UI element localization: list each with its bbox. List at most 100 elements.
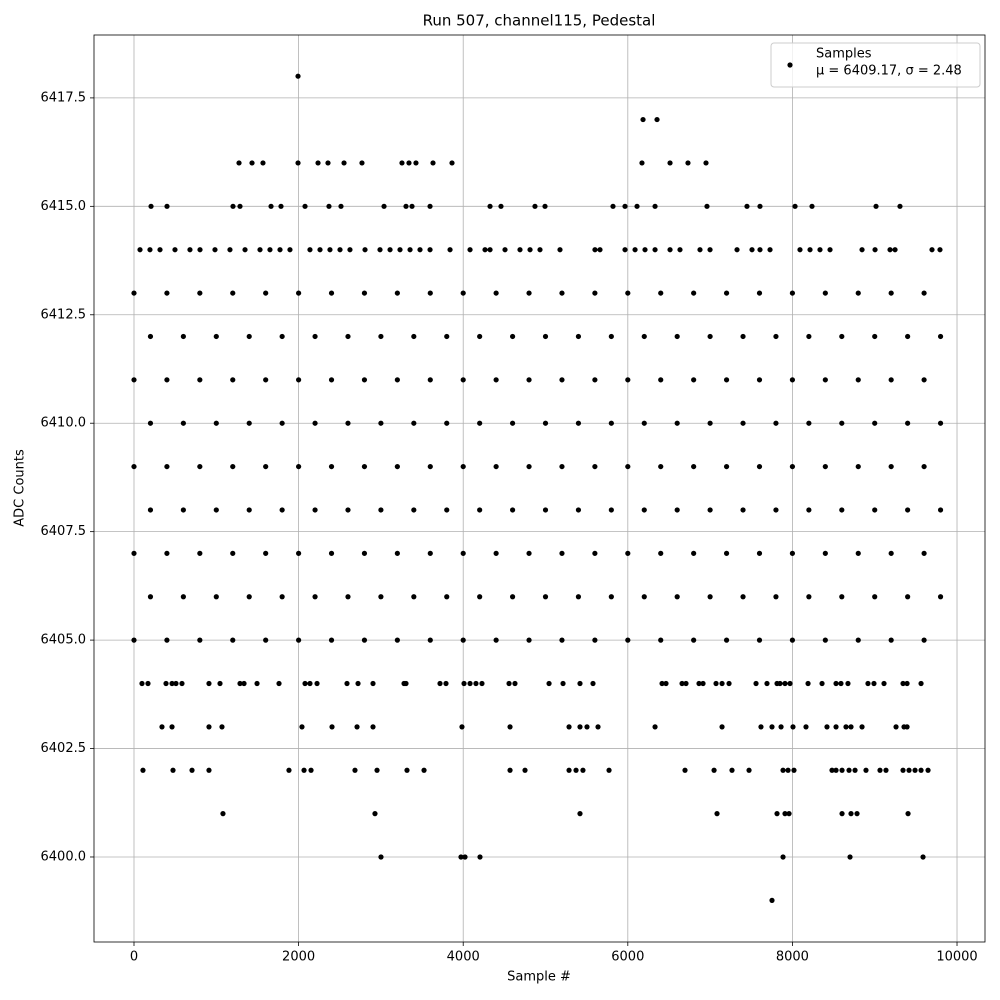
point [296,290,302,296]
point [806,594,812,600]
point [691,637,697,643]
point [640,116,646,123]
y-tick-label: 6417.5 [41,90,87,105]
point [301,767,307,773]
point [180,507,186,513]
point [173,680,179,687]
point [341,160,347,166]
point [559,550,565,556]
point [848,811,854,817]
point [394,463,400,470]
point [189,767,195,773]
point [905,594,911,600]
point [296,637,302,643]
point [560,680,566,687]
point [575,333,582,340]
point [147,333,154,340]
point [140,767,146,773]
point [777,680,783,687]
point [817,247,823,253]
point [805,680,811,687]
point [312,333,318,340]
point [872,594,878,600]
point [674,594,680,600]
point [658,550,664,556]
point [654,116,660,123]
point [785,767,791,773]
point [197,550,203,556]
point [803,724,809,730]
point [789,290,796,296]
point [131,637,137,643]
point [723,377,730,383]
point [697,247,703,253]
point [740,507,746,513]
point [498,203,504,209]
point [458,854,464,860]
point [667,247,673,253]
point [595,724,601,730]
point [137,247,143,253]
point [378,420,384,426]
point [421,767,427,773]
point [667,160,673,166]
point [493,637,499,643]
point [740,420,746,426]
point [317,247,323,253]
point [249,160,255,166]
point [328,637,335,643]
point [308,767,314,773]
point [427,463,433,470]
point [263,463,269,470]
point [622,203,628,209]
point [296,550,302,556]
point [749,247,755,253]
point [723,463,730,470]
point [246,333,252,340]
point [859,247,865,253]
point [172,247,178,253]
point [839,811,845,817]
point [131,463,137,470]
point [263,550,269,556]
point [241,680,247,687]
point [197,637,203,643]
point [691,290,697,296]
point [740,594,746,600]
point [865,680,871,687]
point [526,637,532,643]
point [411,594,417,600]
legend-box [770,42,981,88]
point [723,637,730,643]
point [326,203,332,209]
point [477,594,483,600]
point [641,333,647,340]
point [302,203,308,209]
point [757,203,763,209]
point [532,203,538,209]
point [756,637,763,643]
point [370,680,376,687]
point [642,247,648,253]
point [900,767,906,773]
point [295,73,301,79]
point [164,290,170,296]
point [430,160,436,166]
point [854,811,860,817]
point [787,680,793,687]
point [677,247,683,253]
point [683,680,689,687]
point [839,594,845,600]
point [159,724,165,730]
point [789,463,796,470]
point [328,377,335,383]
point [592,550,598,556]
point [691,550,697,556]
point [147,420,154,426]
point [905,811,911,817]
point [206,724,212,730]
point [625,637,631,643]
x-tick-label: 0 [130,950,138,965]
point [674,507,680,513]
point [592,247,598,253]
